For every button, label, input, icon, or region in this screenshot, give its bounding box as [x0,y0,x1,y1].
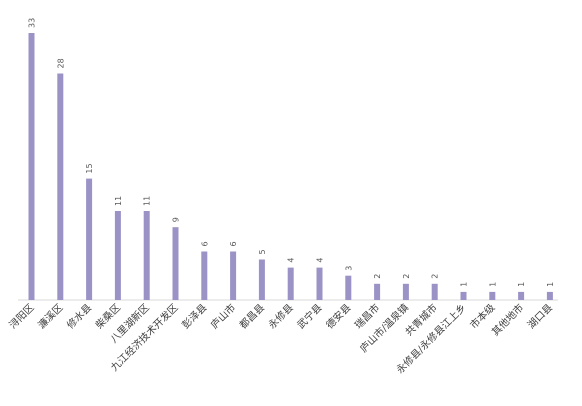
data-label: 11 [114,196,123,206]
bar [172,227,179,300]
bar [316,267,323,300]
category-label: 濂溪区 [35,301,65,331]
data-label: 5 [258,249,267,254]
category-label: 庐山市/温泉镇 [357,301,411,355]
bars-group [28,33,553,300]
bar [28,33,35,300]
bar [460,291,467,300]
data-label: 1 [488,282,497,287]
bar [230,251,237,300]
bar [546,291,553,300]
bar [431,283,438,300]
category-label: 修水县 [64,301,94,331]
data-label: 2 [402,274,411,279]
category-label: 庐山市 [208,301,238,331]
data-label: 3 [344,266,353,271]
data-label: 9 [172,217,181,222]
data-label: 2 [431,274,440,279]
bar [114,211,121,300]
category-label: 彭泽县 [179,301,209,331]
category-label: 浔阳区 [6,301,36,331]
category-label: 都昌县 [237,302,267,332]
data-label: 4 [287,258,296,263]
bar [57,73,64,300]
bar [518,291,525,300]
data-label: 4 [316,258,325,263]
data-label: 15 [85,163,94,173]
category-label: 湖口县 [525,302,555,332]
bar [143,211,150,300]
data-label: 28 [56,58,65,68]
data-label: 33 [28,18,37,28]
bar [345,275,352,300]
bar [86,178,93,300]
category-label: 武宁县 [294,301,324,331]
category-label: 其他地市 [489,301,526,338]
category-label: 德安县 [323,301,353,331]
data-label: 6 [200,241,209,246]
bar [258,259,265,300]
data-label: 1 [546,282,555,287]
data-label: 6 [229,241,238,246]
data-label: 2 [373,274,382,279]
data-label: 1 [460,282,469,287]
data-label: 1 [517,282,526,287]
bar [402,283,409,300]
bar [374,283,381,300]
bar [201,251,208,300]
bar [287,267,294,300]
category-label: 永修县 [265,301,295,331]
bar [489,291,496,300]
data-label: 11 [143,196,152,206]
